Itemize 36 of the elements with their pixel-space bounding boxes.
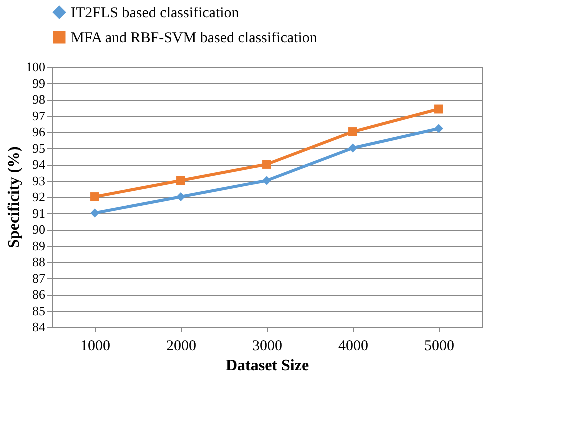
y-tick-label: 84 [32, 320, 46, 334]
x-axis-title: Dataset Size [226, 358, 310, 374]
x-tick-label: 4000 [338, 338, 368, 354]
point [176, 192, 186, 202]
point [262, 176, 272, 186]
y-tick-label: 97 [32, 108, 46, 124]
y-tick-label: 100 [26, 60, 46, 74]
y-tick-label: 96 [32, 124, 46, 140]
x-tick-label: 2000 [166, 338, 196, 354]
y-tick-label: 91 [32, 206, 46, 221]
y-axis-title: Specificity (%) [6, 146, 23, 248]
y-tick-label: 98 [32, 92, 46, 107]
point [176, 176, 186, 186]
y-tick-label: 94 [32, 157, 46, 172]
point [348, 128, 358, 136]
x-tick-label: 3000 [252, 338, 282, 354]
legend-label: IT2FLS based classification [71, 6, 240, 22]
legend-label: MFA and RBF-SVM based classification [71, 30, 318, 46]
point [90, 208, 100, 218]
point [348, 144, 358, 153]
y-tick-label: 99 [32, 76, 46, 91]
y-tick-label: 90 [32, 222, 46, 237]
y-tick-label: 89 [32, 238, 46, 254]
point [434, 104, 444, 114]
y-tick-label: 85 [32, 303, 46, 318]
y-tick-label: 95 [32, 140, 46, 156]
x-tick-label: 5000 [424, 338, 454, 354]
point [90, 192, 100, 202]
x-tick-label: 1000 [80, 338, 110, 354]
y-tick-label: 88 [32, 254, 46, 270]
y-tick-label: 87 [32, 270, 46, 286]
y-tick-label: 86 [32, 287, 46, 302]
y-tick-label: 93 [32, 173, 46, 188]
point [262, 160, 272, 169]
point [434, 124, 444, 134]
y-tick-label: 92 [32, 190, 46, 204]
